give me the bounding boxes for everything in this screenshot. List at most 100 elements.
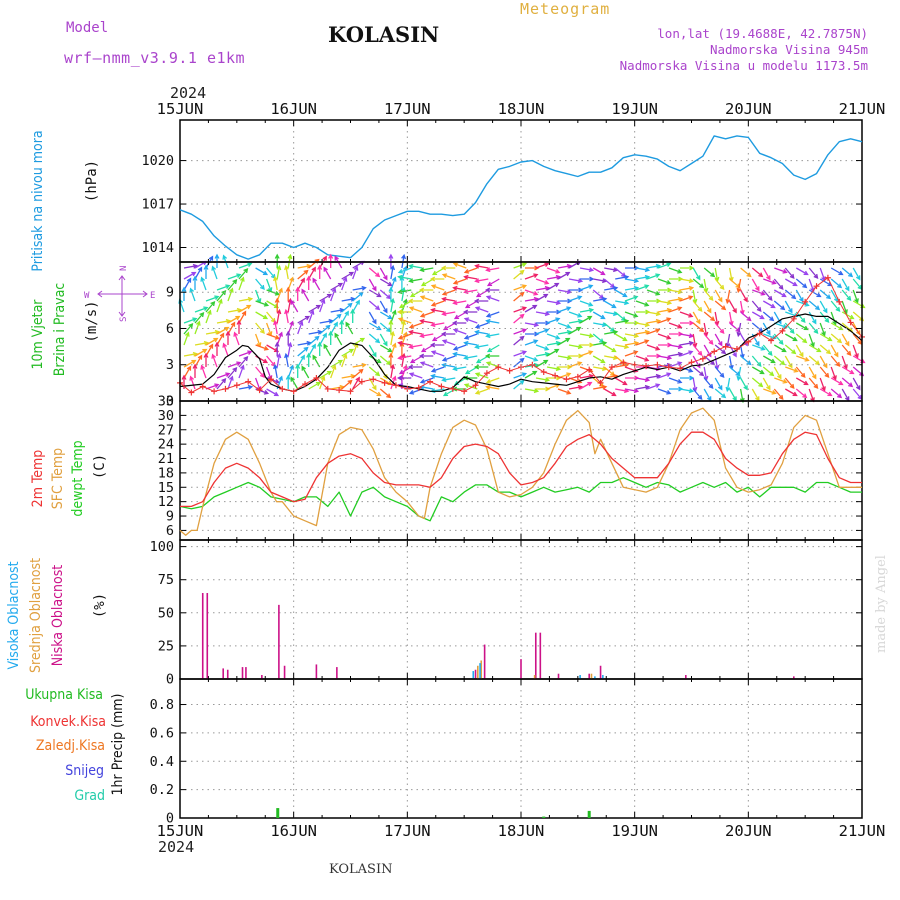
wind-arrow (558, 298, 573, 304)
wind-arrow (205, 337, 219, 346)
compass-south-label: S (119, 317, 129, 322)
wind-arrow (390, 363, 396, 379)
gust-marker (574, 373, 581, 380)
wind-arrow (287, 364, 294, 379)
wind-arrow (463, 317, 478, 324)
altitude-label: Nadmorska Visina 945m (709, 42, 868, 57)
wind-arrow (194, 354, 203, 368)
wind-arrow (238, 296, 254, 302)
gust-marker (267, 376, 274, 383)
wind-arrow (192, 363, 198, 378)
wind-arrow (441, 273, 456, 280)
wind-arrow (557, 271, 571, 280)
wind-arrow (692, 267, 701, 281)
wind-arrow (513, 291, 525, 302)
wind-arrow (330, 359, 344, 368)
wind-arrow (408, 329, 423, 335)
y-tick-label: 50 (158, 605, 174, 621)
wind-arrow (646, 328, 661, 335)
wind-arrow (390, 309, 397, 324)
wind-arrow (513, 313, 525, 324)
wind-arrow (795, 289, 804, 303)
wind-arrow (341, 271, 355, 280)
wind-arrow (668, 289, 684, 295)
wind-arrow (535, 285, 551, 291)
y-tick-label: 0 (166, 394, 174, 410)
wind-arrow (451, 320, 467, 326)
wind-arrow (624, 350, 639, 357)
wind-arrow (624, 285, 640, 291)
wind-arrow (524, 388, 540, 394)
total_precip-bar (587, 810, 591, 818)
wind-arrow (546, 340, 562, 346)
wind-arrow (546, 274, 562, 280)
wind-arrow (474, 388, 489, 395)
y-tick-label: 9 (166, 509, 174, 525)
gust-marker (847, 319, 854, 326)
wind-arrow (763, 278, 777, 285)
wind-arrow (795, 333, 808, 344)
wind-arrow (841, 311, 855, 320)
gust-marker (563, 376, 570, 383)
wind-arrow (830, 311, 837, 326)
wind-arrow (819, 300, 828, 314)
wind-arrow (474, 263, 489, 269)
wind-arrow (579, 267, 595, 273)
wind-arrow (276, 331, 283, 346)
wind-arrow (290, 299, 299, 313)
wind-arrow (189, 375, 196, 390)
wind-arrow (205, 309, 212, 324)
wind-arrow (535, 311, 551, 317)
wind-unit-label: (m/s) (84, 300, 100, 342)
wind-arrow (524, 296, 540, 302)
wind-arrow (819, 322, 826, 337)
wind-arrow (306, 352, 312, 367)
wind-arrow (473, 298, 489, 304)
wind-arrow (714, 366, 725, 379)
total_precip-bar (276, 808, 280, 818)
wind-arrow (227, 315, 241, 324)
wind-arrow (255, 322, 265, 335)
cloud-panel: 0 25 50 75 100 (150, 539, 863, 688)
wind-arrow (227, 287, 234, 302)
wind-arrow (524, 304, 538, 313)
wind-arrow (796, 300, 810, 307)
y-tick-label: 0.4 (150, 754, 174, 770)
wind-arrow (238, 364, 245, 379)
wind-arrow (784, 278, 798, 287)
wind-arrow (308, 266, 316, 280)
wind-arrow (312, 354, 321, 368)
wind-arrow (266, 289, 281, 296)
wind-arrow (808, 377, 819, 390)
wind-arrow (593, 384, 608, 390)
wind-arrow (513, 306, 528, 313)
wind-arrow (725, 289, 731, 305)
wind-arrow (390, 264, 396, 280)
wind-arrow (635, 267, 651, 273)
precip-legend-item: Zaledj.Kisa (36, 738, 105, 754)
gust-marker (586, 366, 593, 373)
precip-ylabel: 1hr Precip (mm) (110, 694, 126, 796)
wind-arrow (513, 269, 525, 280)
gust-marker (711, 348, 718, 355)
wind-arrow (203, 352, 209, 367)
wind-arrow (388, 319, 394, 334)
wind-arrow (604, 285, 619, 291)
wind-arrow (485, 333, 500, 339)
wind-arrow (579, 300, 594, 307)
wind-arrow (308, 343, 316, 357)
wind-arrow (183, 277, 192, 291)
gust-marker (313, 375, 320, 382)
wind-arrow (703, 311, 716, 322)
x-tick-label-bottom: 17JUN (384, 822, 431, 840)
wind-arrow (407, 364, 423, 370)
precip-legend-item: Grad (74, 788, 105, 804)
wind-arrow (408, 372, 423, 379)
wind-arrow (341, 379, 353, 390)
wind-arrow (192, 275, 198, 290)
wind-arrow (795, 322, 809, 331)
wind-arrow (238, 384, 254, 390)
wind-arrow (525, 265, 540, 271)
x-tick-label-bottom: 19JUN (611, 822, 658, 840)
wind-arrow (819, 366, 830, 379)
